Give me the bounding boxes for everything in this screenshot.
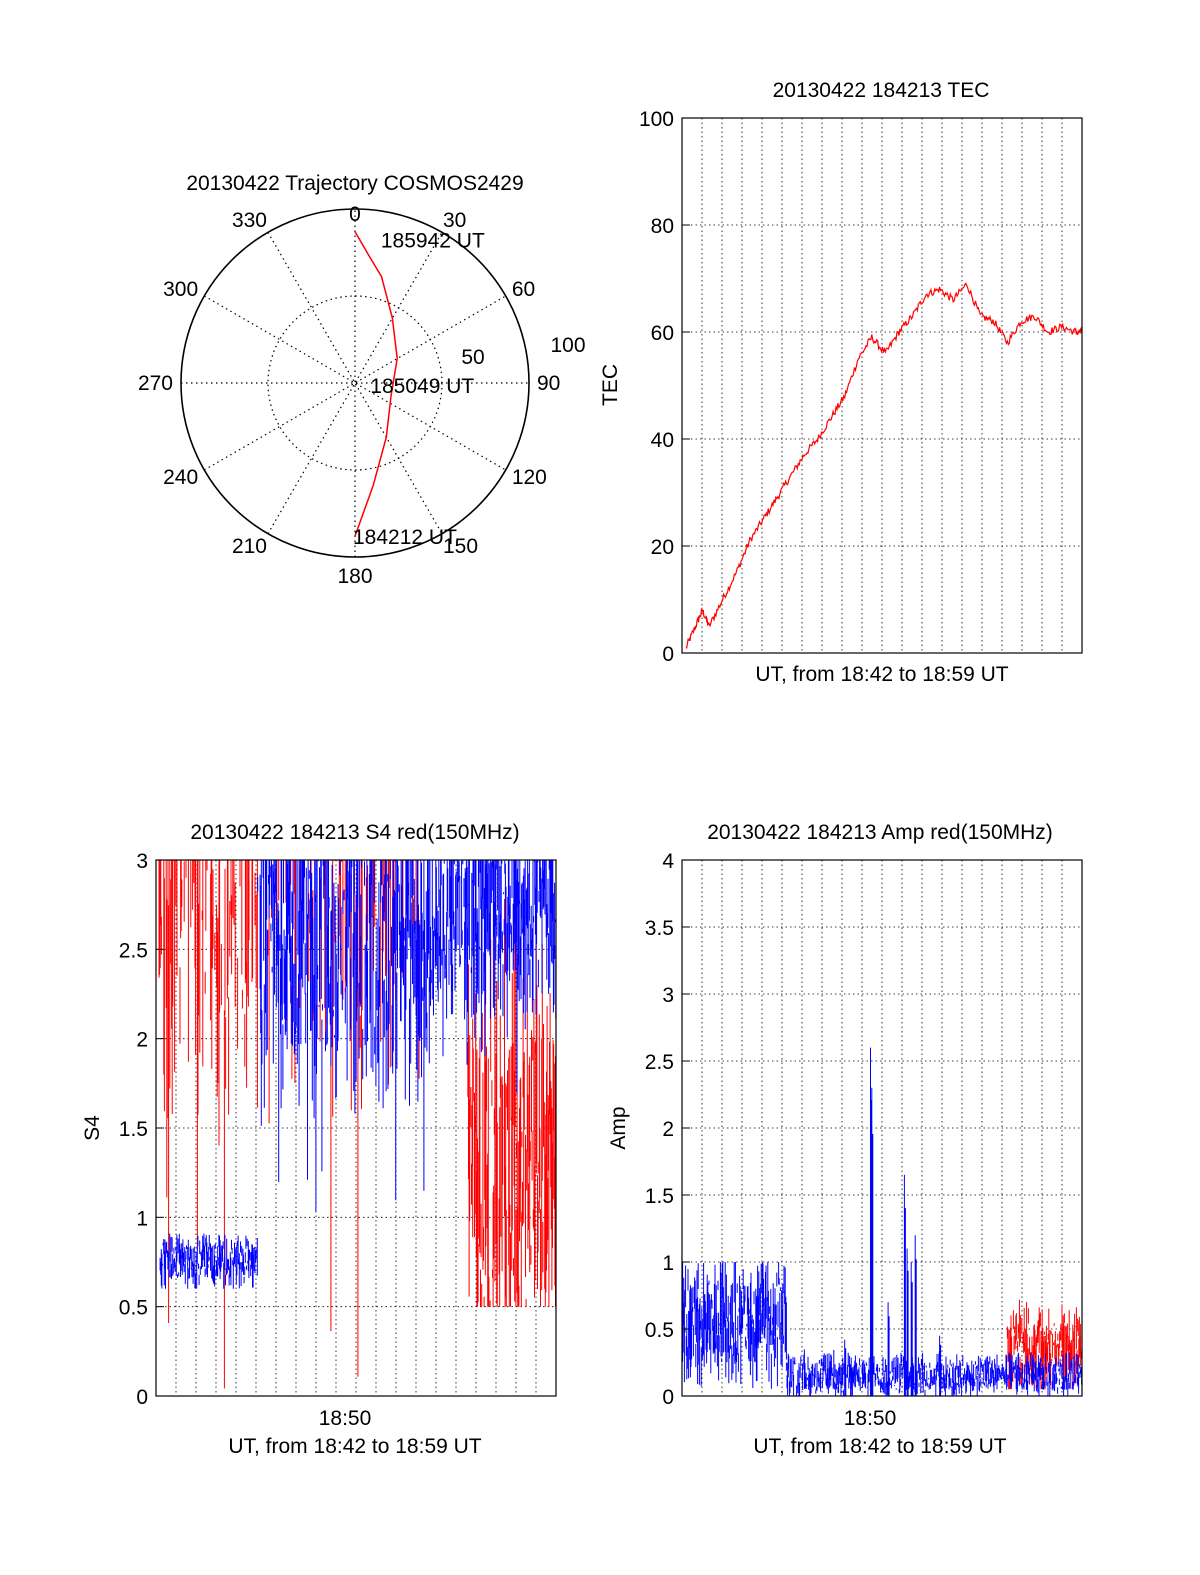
s4-y-tick-3: 3	[136, 850, 148, 873]
polar-spoke-30	[267, 232, 443, 534]
tec-y-tick-60: 60	[651, 322, 674, 345]
s4-xlabel: UT, from 18:42 to 18:59 UT	[228, 1435, 481, 1458]
polar-angle-tick-150: 150	[443, 535, 478, 558]
amp-y-tick-0.5: 0.5	[645, 1319, 674, 1342]
amp-y-tick-2.5: 2.5	[645, 1051, 674, 1074]
amp-y-tick-2: 2	[662, 1118, 674, 1141]
tec-y-tick-100: 100	[639, 108, 674, 131]
s4-y-tick-labels: 0 0.5 1 1.5 2 2.5 3	[119, 850, 164, 1409]
amp-ylabel: Amp	[607, 1106, 630, 1149]
polar-angle-tick-30: 30	[443, 209, 466, 232]
amp-x-tick-1850: 18:50	[844, 1407, 897, 1430]
amp-y-tick-4: 4	[662, 850, 674, 873]
polar-angle-tick-300: 300	[163, 278, 198, 301]
polar-angle-tick-270: 270	[138, 372, 173, 395]
amp-xlabel: UT, from 18:42 to 18:59 UT	[753, 1435, 1006, 1458]
polar-radius-label-100: 100	[550, 334, 585, 357]
polar-angle-tick-60: 60	[512, 278, 535, 301]
s4-y-tick-2.5: 2.5	[119, 939, 148, 962]
polar-angle-tick-240: 240	[163, 466, 198, 489]
tec-y-tick-80: 80	[651, 215, 674, 238]
tec-series	[685, 282, 1083, 650]
polar-trajectory	[354, 231, 398, 537]
s4-grid	[156, 860, 556, 1396]
amp-y-tick-1.5: 1.5	[645, 1185, 674, 1208]
polar-annotations: 185942 UT 185049 UT 184212 UT	[353, 230, 485, 550]
s4-y-tick-2: 2	[136, 1029, 148, 1052]
polar-angle-tick-210: 210	[232, 535, 267, 558]
tec-panel: 20130422 184213 TEC 0 20 40 60 80 100 UT, fro…	[599, 79, 1083, 686]
polar-angle-tick-180: 180	[337, 565, 372, 588]
amp-y-tick-labels: 0 0.5 1 1.5 2 2.5 3 3.5 4	[645, 850, 690, 1409]
s4-ylabel: S4	[81, 1115, 104, 1141]
trajectory-polar-panel: 20130422 Trajectory COSMOS2429 0 30 60 90 12…	[138, 172, 586, 588]
tec-y-tick-40: 40	[651, 429, 674, 452]
amp-title: 20130422 184213 Amp red(150MHz)	[707, 821, 1053, 844]
s4-x-tick-1850: 18:50	[319, 1407, 372, 1430]
s4-panel: 20130422 184213 S4 red(150MHz) 0 0.5 1 1.5 2…	[81, 821, 557, 1458]
polar-spoke-120	[204, 295, 506, 471]
polar-angle-tick-120: 120	[512, 466, 547, 489]
polar-angle-ticks: 0 30 60 90 120 150 180 210 240 270 300 330	[138, 203, 560, 588]
s4-title: 20130422 184213 S4 red(150MHz)	[190, 821, 519, 844]
polar-angle-tick-90: 90	[537, 372, 560, 395]
tec-grid	[682, 118, 1082, 653]
tec-y-tick-20: 20	[651, 536, 674, 559]
amp-panel: 20130422 184213 Amp red(150MHz) 0 0.5 1 1.5…	[607, 821, 1083, 1458]
polar-grid	[180, 208, 530, 558]
polar-radius-label-50: 50	[461, 346, 484, 369]
s4-y-tick-0: 0	[136, 1386, 148, 1409]
tec-y-tick-labels: 0 20 40 60 80 100	[639, 108, 690, 666]
tec-y-tick-0: 0	[662, 643, 674, 666]
tec-title: 20130422 184213 TEC	[773, 79, 990, 102]
tec-xlabel: UT, from 18:42 to 18:59 UT	[755, 663, 1008, 686]
s4-y-tick-0.5: 0.5	[119, 1297, 148, 1320]
polar-angle-tick-0: 0	[349, 203, 361, 226]
polar-annotation-2: 184212 UT	[353, 526, 457, 549]
tec-series-line-0	[685, 282, 1083, 650]
amp-y-tick-3.5: 3.5	[645, 917, 674, 940]
polar-spoke-60	[204, 295, 506, 471]
polar-angle-tick-330: 330	[232, 209, 267, 232]
amp-y-tick-0: 0	[662, 1386, 674, 1409]
polar-trajectory-line-0	[354, 231, 398, 537]
polar-title: 20130422 Trajectory COSMOS2429	[186, 172, 523, 195]
s4-y-tick-1: 1	[136, 1207, 148, 1230]
tec-plot-frame	[681, 117, 1083, 654]
polar-annotation-0: 185942 UT	[381, 230, 485, 253]
polar-radius-labels: 50 100	[461, 334, 585, 369]
polar-spoke-150	[267, 232, 443, 534]
amp-y-tick-1: 1	[662, 1252, 674, 1275]
amp-y-tick-3: 3	[662, 984, 674, 1007]
s4-y-tick-1.5: 1.5	[119, 1118, 148, 1141]
s4-series-blue	[159, 860, 557, 1289]
tec-ylabel: TEC	[599, 364, 622, 406]
amp-series	[681, 1047, 1083, 1396]
polar-annotation-1: 185049 UT	[370, 375, 474, 398]
